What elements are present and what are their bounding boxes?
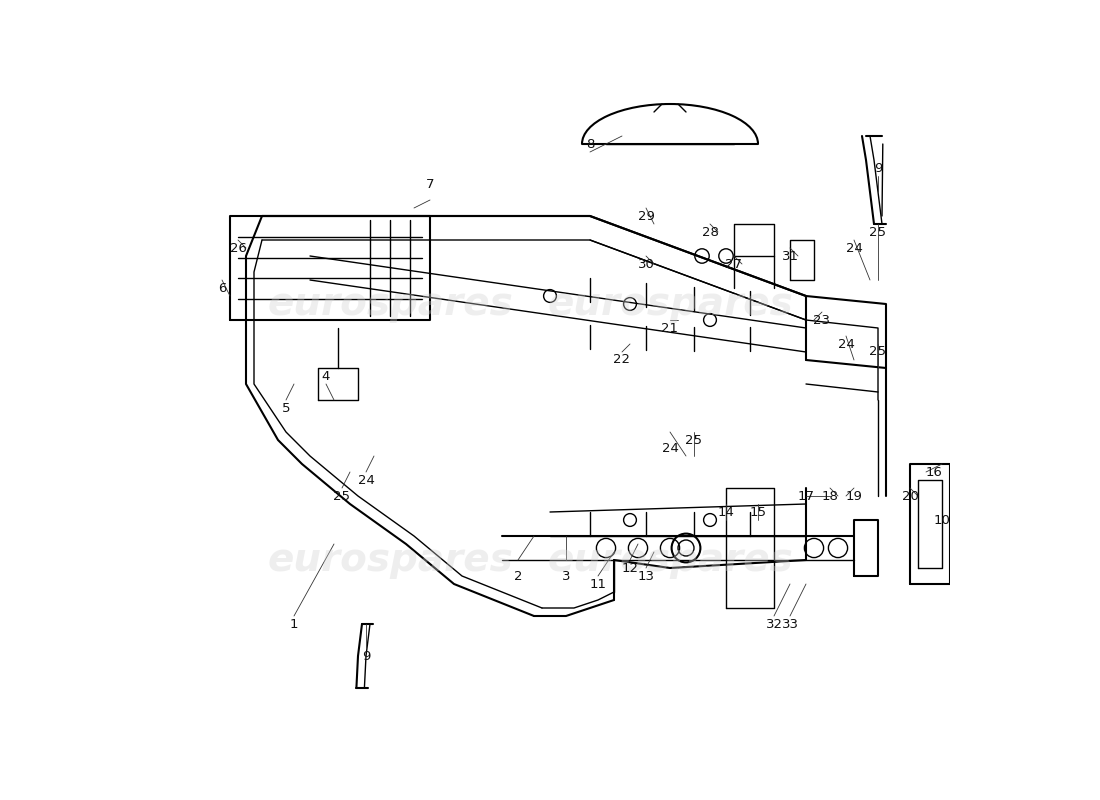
Text: 32: 32 — [766, 618, 782, 630]
Text: 12: 12 — [621, 562, 638, 574]
Text: 25: 25 — [869, 346, 887, 358]
Text: 24: 24 — [846, 242, 862, 254]
Text: eurospares: eurospares — [547, 285, 793, 323]
Text: 30: 30 — [638, 258, 654, 270]
Text: 14: 14 — [717, 506, 735, 518]
Text: 19: 19 — [846, 490, 862, 502]
Text: 25: 25 — [333, 490, 351, 502]
Text: 10: 10 — [934, 514, 950, 526]
Text: eurospares: eurospares — [267, 541, 513, 579]
Text: 20: 20 — [902, 490, 918, 502]
Text: 28: 28 — [702, 226, 718, 238]
Text: 23: 23 — [814, 314, 830, 326]
Text: 4: 4 — [322, 370, 330, 382]
Text: 18: 18 — [822, 490, 838, 502]
Text: 2: 2 — [514, 570, 522, 582]
Text: eurospares: eurospares — [547, 541, 793, 579]
Text: 29: 29 — [638, 210, 654, 222]
Text: 5: 5 — [282, 402, 290, 414]
Text: 17: 17 — [798, 490, 814, 502]
Text: 26: 26 — [230, 242, 246, 254]
Text: 7: 7 — [426, 178, 434, 190]
Text: 24: 24 — [837, 338, 855, 350]
Text: 1: 1 — [289, 618, 298, 630]
Text: 6: 6 — [218, 282, 227, 294]
Text: 9: 9 — [362, 650, 371, 662]
Text: 16: 16 — [925, 466, 943, 478]
Text: 21: 21 — [661, 322, 679, 334]
Text: 11: 11 — [590, 578, 606, 590]
Text: eurospares: eurospares — [267, 285, 513, 323]
Text: 24: 24 — [358, 474, 374, 486]
Text: 25: 25 — [685, 434, 703, 446]
Text: 15: 15 — [749, 506, 767, 518]
Text: 13: 13 — [638, 570, 654, 582]
Text: 3: 3 — [562, 570, 570, 582]
Text: 24: 24 — [661, 442, 679, 454]
Text: 22: 22 — [614, 354, 630, 366]
Text: 27: 27 — [726, 258, 742, 270]
Text: 8: 8 — [586, 138, 594, 150]
Text: 31: 31 — [781, 250, 799, 262]
Text: 9: 9 — [873, 162, 882, 174]
Text: 25: 25 — [869, 226, 887, 238]
Text: 33: 33 — [781, 618, 799, 630]
